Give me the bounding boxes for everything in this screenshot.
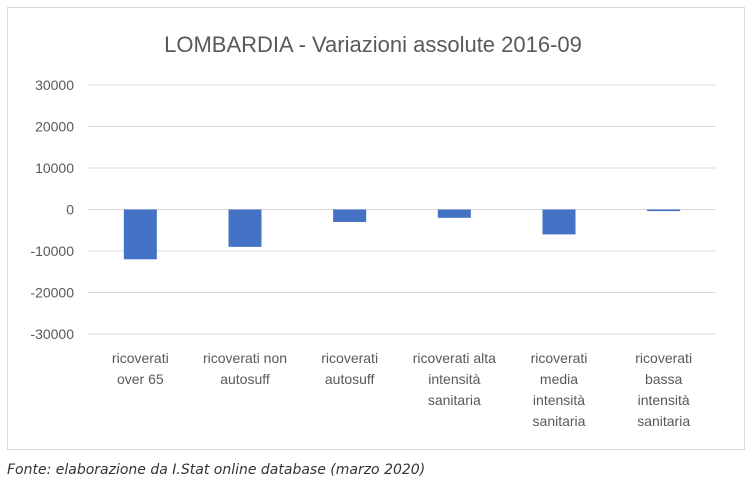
bar — [542, 209, 576, 235]
y-tick-label: -30000 — [30, 326, 74, 342]
y-tick-label: -10000 — [30, 243, 74, 259]
source-caption: Fonte: elaborazione da I.Stat online dat… — [7, 462, 426, 478]
bar — [228, 209, 262, 247]
chart-title: LOMBARDIA - Variazioni assolute 2016-09 — [164, 32, 582, 57]
x-tick-label: ricoverati bassa intensità sanitaria — [635, 350, 692, 429]
bar-chart: LOMBARDIA - Variazioni assolute 2016-09 … — [30, 32, 716, 429]
y-tick-label: 10000 — [35, 160, 74, 176]
bar — [123, 209, 157, 260]
x-tick-label: ricoverati over 65 — [112, 350, 169, 387]
y-tick-label: 30000 — [35, 77, 74, 93]
x-tick-label: ricoverati alta intensità sanitaria — [413, 350, 496, 408]
bar — [333, 209, 367, 222]
bar — [647, 209, 681, 212]
x-tick-label: ricoverati autosuff — [321, 350, 378, 387]
x-tick-label: ricoverati media intensità sanitaria — [531, 350, 588, 429]
bar — [437, 209, 471, 218]
y-tick-label: 20000 — [35, 119, 74, 135]
x-tick-label: ricoverati non autosuff — [203, 350, 287, 387]
y-tick-label: 0 — [66, 202, 74, 218]
y-tick-label: -20000 — [30, 285, 74, 301]
